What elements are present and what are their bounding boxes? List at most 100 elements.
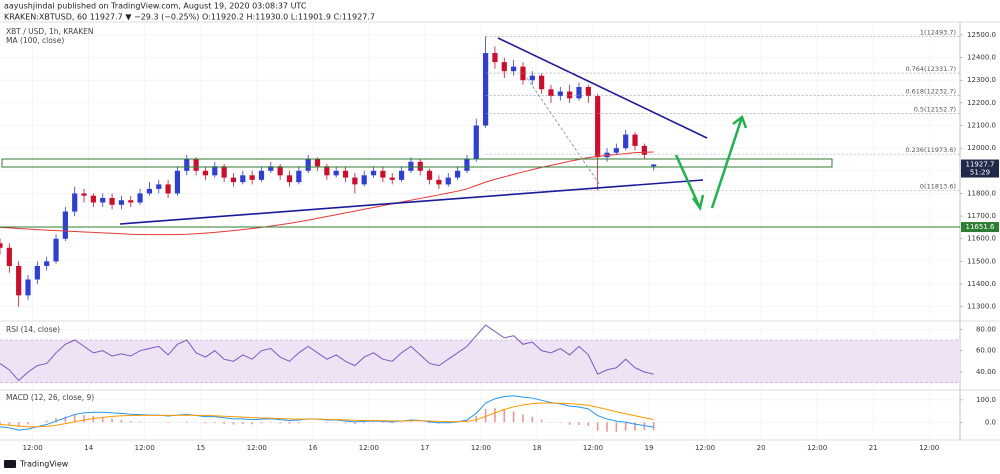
candle-body — [258, 170, 265, 180]
quote-line: KRAKEN:XBTUSD, 60 11927.7 ▼ −29.3 (−0.25… — [4, 13, 375, 22]
x-tick-label: 12:00 — [471, 444, 491, 452]
candle-body — [81, 193, 87, 196]
candle-body — [324, 166, 330, 176]
fib-label: 1(12493.7) — [920, 28, 956, 36]
support-zone — [1, 158, 833, 168]
fib-label: 0.5(12152.7) — [914, 106, 956, 114]
candle-body — [417, 161, 423, 171]
y-tick-label: 12000.0 — [967, 144, 996, 152]
y-tick-label: 60.00 — [976, 347, 996, 355]
chart-title: XBT / USD, 1h, KRAKEN — [6, 27, 93, 36]
candle-body — [62, 211, 68, 239]
candle-body — [146, 188, 153, 194]
legend-entry: MA (100, close) — [6, 36, 64, 45]
x-tick-label: 20 — [757, 444, 766, 452]
candle-body — [156, 184, 162, 189]
x-tick-label: 17 — [420, 444, 429, 452]
candle-body — [72, 193, 78, 212]
candle-body — [501, 62, 507, 72]
y-tick-label: 11300.0 — [967, 303, 996, 311]
x-tick-label: 12:00 — [807, 444, 827, 452]
x-tick-label: 19 — [645, 444, 654, 452]
candle-body — [445, 177, 451, 185]
drawings — [1, 37, 833, 225]
x-tick-label: 12:00 — [919, 444, 939, 452]
x-tick-label: 14 — [84, 444, 93, 452]
y-tick-label: 80.00 — [976, 325, 996, 333]
x-tick-label: 12:00 — [583, 444, 603, 452]
candle-body — [34, 265, 40, 280]
candle-body — [408, 161, 414, 171]
candle-body — [342, 170, 349, 178]
x-tick-label: 12:00 — [247, 444, 267, 452]
candle-body — [184, 159, 190, 171]
x-tick-label: 15 — [196, 444, 205, 452]
candle-body — [613, 148, 619, 153]
footer-brand: TradingView — [19, 460, 69, 469]
candle-body — [548, 89, 554, 97]
fib-label: 0.236(11973.6) — [905, 146, 956, 154]
x-tick-label: 18 — [533, 444, 542, 452]
candle-body — [212, 166, 218, 176]
candle-body — [511, 66, 517, 72]
candle-body — [333, 170, 339, 176]
candle-body — [16, 265, 22, 296]
rsi-band — [0, 340, 960, 383]
candle-body — [314, 159, 321, 167]
candle-body — [193, 159, 199, 171]
candle-body — [202, 170, 209, 176]
candle-body — [361, 175, 367, 185]
y-tick-label: 0.0 — [985, 418, 996, 426]
y-tick-label: 100.0 — [976, 396, 996, 404]
panes: 12:00 14 12:00 15 12:00 16 12:00 17 12:00 18 12:00… — [0, 21, 1000, 452]
candle-body — [389, 177, 395, 180]
y-tick-label: 12300.0 — [967, 76, 996, 84]
candle-body — [557, 91, 563, 97]
candle-body — [296, 170, 302, 183]
candle-body — [6, 247, 12, 266]
brand-logo — [4, 460, 16, 468]
pane-title: RSI (14, close) — [6, 325, 60, 334]
arrow-down-head — [691, 194, 705, 212]
published-line: aayushjindal published on TradingView.co… — [4, 2, 307, 11]
x-tick-label: 12:00 — [359, 444, 379, 452]
candle-body — [398, 170, 405, 180]
candle-body — [53, 238, 59, 262]
trendline-resistance — [497, 37, 708, 139]
candle-body — [539, 75, 545, 90]
candle-body — [277, 166, 283, 176]
candle-body — [221, 166, 227, 178]
candle-body — [576, 87, 582, 99]
candle-body — [520, 66, 526, 81]
y-tick-label: 11500.0 — [967, 257, 996, 265]
candle-body — [118, 200, 125, 205]
x-tick-label: 12:00 — [135, 444, 155, 452]
candle-body — [174, 170, 181, 194]
candle-body — [90, 195, 96, 203]
series-line — [0, 402, 654, 428]
candle-body — [483, 53, 489, 126]
candle-body — [454, 170, 461, 178]
candle-body — [165, 184, 171, 194]
candle-body — [426, 170, 433, 180]
candle-body — [44, 261, 50, 266]
series-line — [0, 324, 654, 382]
candle-body — [305, 159, 311, 171]
y-tick-label: 40.00 — [976, 368, 996, 376]
candle-body — [529, 75, 535, 81]
arrow-down — [674, 154, 702, 209]
countdown: 51:29 — [970, 169, 990, 177]
y-tick-label: 12200.0 — [967, 99, 996, 107]
candle-body — [370, 170, 377, 176]
candle-body — [585, 87, 591, 97]
arrow-up-head — [732, 114, 748, 129]
price-box — [961, 159, 999, 178]
y-tick-label: 12400.0 — [967, 54, 996, 62]
fib-label: 0(11813.6) — [920, 182, 956, 190]
x-tick-label: 21 — [869, 444, 878, 452]
series-line — [0, 395, 654, 431]
fib-label: 0.764(12331.7) — [905, 65, 956, 73]
candle-body — [651, 164, 657, 167]
